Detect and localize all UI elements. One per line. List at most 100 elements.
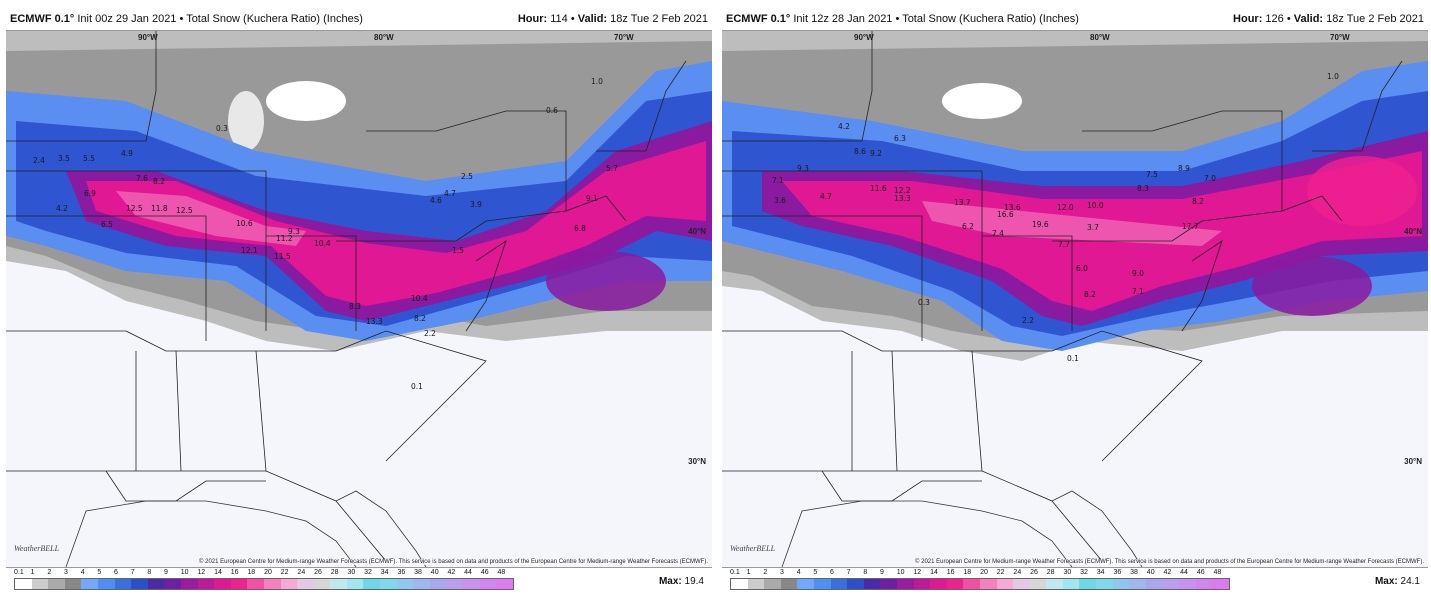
snow-value: 0.6 — [546, 106, 558, 115]
snow-value: 0.1 — [1067, 354, 1079, 363]
legend-swatch — [479, 579, 497, 589]
legend-swatch — [463, 579, 480, 589]
snow-value: 7.5 — [1146, 170, 1158, 179]
legend-tick: 48 — [497, 569, 506, 576]
legend-swatch — [1079, 579, 1097, 589]
lon-label: 90°W — [138, 33, 158, 42]
snow-value: 2.5 — [461, 172, 473, 181]
snow-value: 9.3 — [288, 227, 300, 236]
legend-tick: 5 — [97, 569, 102, 576]
legend-tick: 1 — [746, 569, 751, 576]
legend-tick: 10 — [896, 569, 905, 576]
legend-tick: 24 — [1013, 569, 1022, 576]
panel-header: ECMWF 0.1° Init 12z 28 Jan 2021 • Total … — [722, 8, 1428, 30]
snow-value: 0.1 — [411, 382, 423, 391]
snowfall-map[interactable]: 9.3 11.6 12.2 13.3 13.7 16.6 13.6 19.6 1… — [722, 30, 1428, 568]
legend-swatch — [363, 579, 381, 589]
legend-tick: 26 — [314, 569, 322, 576]
hour-value: 126 • — [1262, 13, 1294, 25]
snow-value: 5.7 — [606, 164, 618, 173]
legend-swatch — [1212, 579, 1229, 589]
legend-tick: 30 — [1063, 569, 1072, 576]
snow-value: 6.8 — [574, 224, 586, 233]
legend-tick: 12 — [197, 569, 206, 576]
legend-tick: 6 — [830, 569, 834, 576]
lat-label: 40°N — [1404, 227, 1422, 236]
legend-tick: 14 — [214, 569, 222, 576]
legend-tick: 42 — [447, 569, 456, 576]
legend-swatch — [1112, 579, 1130, 589]
legend-tick: 4 — [796, 569, 801, 576]
snow-value: 4.7 — [444, 189, 456, 198]
legend-swatch — [131, 579, 148, 589]
snow-value: 7.6 — [136, 174, 148, 183]
max-label: Max: — [658, 576, 682, 587]
lon-label: 80°W — [1090, 33, 1110, 42]
legend-swatch — [996, 579, 1014, 589]
legend-bar — [730, 578, 1230, 590]
legend-tick: 22 — [280, 569, 289, 576]
snow-value: 7.1 — [772, 176, 784, 185]
max-number: 24.1 — [1397, 576, 1420, 587]
legend-swatch — [830, 579, 848, 589]
legend-swatch — [446, 579, 464, 589]
legend-swatch — [979, 579, 997, 589]
snow-value: 1.0 — [591, 77, 603, 86]
legend-swatch — [946, 579, 964, 589]
legend-tick: 20 — [264, 569, 272, 576]
legend-tick: 7 — [846, 569, 851, 576]
legend-tick: 38 — [1130, 569, 1138, 576]
legend-swatch — [913, 579, 931, 589]
legend-swatch — [1029, 579, 1047, 589]
legend-swatch — [847, 579, 864, 589]
snow-value: 3.5 — [58, 154, 70, 163]
legend-ticks: 0.1 1 2 3 4 5 6 7 8 9 10 12 14 16 18 20 22 24 26 28 30 32 34 36… — [730, 568, 1230, 578]
legend-tick: 28 — [330, 569, 339, 576]
snow-value: 9.1 — [586, 194, 598, 203]
snow-value: 3.6 — [774, 196, 786, 205]
hour-label: Hour: — [1233, 13, 1263, 25]
legend-swatch — [1195, 579, 1213, 589]
legend-swatch — [880, 579, 897, 589]
legend-swatch — [147, 579, 165, 589]
snow-value: 1.0 — [1327, 72, 1339, 81]
legend-tick: 4 — [80, 569, 85, 576]
snow-value: 8.3 — [349, 302, 361, 311]
legend-tick: 0.1 — [14, 569, 24, 576]
legend-swatch — [1179, 579, 1196, 589]
legend-ticks: 0.1 1 2 3 4 5 6 7 8 9 10 12 14 16 18 20 22 24 26 28 30 32 34 36… — [14, 568, 514, 578]
legend-swatch — [330, 579, 347, 589]
legend-tick: 46 — [480, 569, 489, 576]
snowfall-map[interactable]: 12.5 11.8 12.5 10.6 12.1 11.5 10.4 9.3 1… — [6, 30, 712, 568]
legend-tick: 9 — [164, 569, 168, 576]
legend-swatch — [297, 579, 314, 589]
legend-tick: 2 — [47, 569, 52, 576]
legend-swatch — [429, 579, 447, 589]
hour-label: Hour: — [517, 13, 548, 25]
snow-value: 9.3 — [797, 164, 809, 173]
snow-value: 0.3 — [918, 298, 930, 307]
legend-tick: 18 — [963, 569, 972, 576]
legend-swatch — [197, 579, 215, 589]
snow-value: 8.9 — [1178, 164, 1190, 173]
legend-swatch — [1145, 579, 1163, 589]
legend-swatch — [15, 579, 32, 589]
model-name: ECMWF 0.1° — [10, 13, 75, 25]
legend-swatch — [313, 579, 331, 589]
legend-tick: 28 — [1046, 569, 1055, 576]
legend-swatch — [31, 579, 49, 589]
snow-value: 10.4 — [411, 294, 428, 303]
snow-value: 1.5 — [452, 246, 464, 255]
legend-swatch — [780, 579, 798, 589]
legend-swatch — [396, 579, 414, 589]
legend-tick: 12 — [913, 569, 922, 576]
map-panel-left: ECMWF 0.1° Init 00z 29 Jan 2021 • Total … — [6, 8, 712, 596]
legend-swatch — [863, 579, 881, 589]
snow-value: 8.2 — [1084, 290, 1096, 299]
legend-swatch — [797, 579, 814, 589]
legend-tick: 8 — [147, 569, 152, 576]
snow-value: 8.2 — [414, 314, 426, 323]
legend-tick: 16 — [946, 569, 955, 576]
legend-swatch — [97, 579, 115, 589]
copyright-text: © 2021 European Centre for Medium-range … — [915, 559, 1424, 565]
